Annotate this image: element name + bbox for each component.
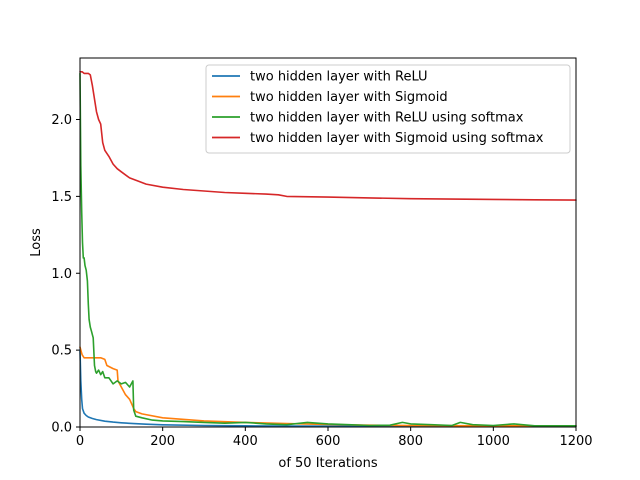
y-tick-label: 1.0 [51,267,72,282]
x-tick-label: 400 [233,434,258,449]
y-tick-label: 2.0 [51,113,72,128]
legend-label-3: two hidden layer with ReLU using softmax [250,111,524,126]
y-axis-label: Loss [29,228,44,257]
legend-label-2: two hidden layer with Sigmoid [250,90,448,105]
series-lines [79,71,577,428]
x-tick-label: 800 [398,434,423,449]
x-tick-label: 1200 [559,434,592,449]
x-tick-label: 0 [76,434,84,449]
series-line-3 [79,72,577,427]
legend: two hidden layer with ReLU two hidden lay… [205,64,571,154]
x-tick-label: 200 [150,434,175,449]
legend-box [205,64,571,154]
y-tick-label: 0.0 [51,421,72,436]
x-axis-ticks: 0 200 400 600 800 1000 1200 [76,427,593,449]
legend-label-1: two hidden layer with ReLU [250,70,428,85]
y-tick-label: 1.5 [51,190,72,205]
y-tick-label: 0.5 [51,344,72,359]
x-tick-label: 600 [316,434,341,449]
series-line-2 [79,346,577,427]
x-axis-label: of 50 Iterations [278,456,377,471]
plot-area-frame [79,57,577,428]
y-axis-ticks: 0.0 0.5 1.0 1.5 2.0 [51,113,80,436]
legend-label-4: two hidden layer with Sigmoid using soft… [250,131,544,146]
series-line-1 [79,349,577,428]
x-tick-label: 1000 [477,434,510,449]
series-line-4 [79,71,577,201]
